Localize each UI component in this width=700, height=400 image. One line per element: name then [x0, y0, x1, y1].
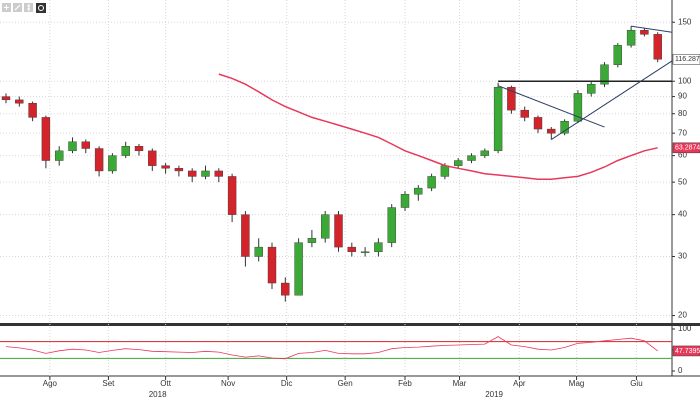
candle-body — [626, 29, 636, 46]
candle-body — [427, 176, 436, 189]
y-tick-label: 20 — [678, 311, 687, 320]
rsi-y-tick-label: 0 — [678, 366, 683, 375]
candle-body — [587, 83, 596, 94]
candle-body — [400, 194, 410, 208]
candle-body — [414, 187, 423, 195]
candle-body — [55, 150, 64, 161]
candle-body — [267, 246, 277, 284]
x-tick-label: Giu — [630, 379, 642, 388]
trendline — [551, 60, 673, 140]
y-tick-label: 50 — [678, 177, 687, 186]
settings-icon — [38, 5, 44, 11]
moving-average — [218, 73, 658, 181]
ma-label-box — [672, 142, 700, 154]
currency-icon — [27, 4, 30, 11]
candle-body — [254, 246, 263, 257]
candle-body — [321, 214, 330, 239]
candle-body — [174, 168, 184, 172]
year-label: 2018 — [149, 390, 167, 399]
candle-body — [94, 148, 104, 172]
candle-body — [507, 86, 516, 111]
x-tick-label: Nov — [221, 379, 235, 388]
candle-body — [640, 29, 649, 35]
y-tick-label: 150 — [678, 17, 692, 26]
trendline — [497, 85, 605, 128]
last-price-label-box — [672, 54, 700, 65]
y-tick-label: 40 — [678, 210, 687, 219]
candle-body — [573, 93, 583, 122]
y-tick-label: 60 — [678, 151, 687, 160]
x-tick-label: Gen — [338, 379, 353, 388]
candle-body — [201, 170, 210, 177]
candle-body — [533, 117, 543, 130]
candle-body — [108, 155, 117, 172]
settings-button[interactable] — [36, 3, 46, 13]
y-tick-label: 100 — [678, 76, 692, 85]
candle-body — [560, 120, 569, 134]
candle-body — [374, 242, 383, 252]
zoom-icon — [4, 5, 9, 10]
candle-body — [214, 170, 224, 177]
draw-icon — [14, 4, 21, 11]
rsi-y-tick-label: 100 — [678, 324, 692, 333]
panel-separator — [0, 323, 700, 326]
candle-body — [467, 155, 476, 161]
candle-body — [360, 251, 370, 253]
candle-body — [81, 141, 91, 149]
candle-body — [520, 109, 529, 118]
candle-body — [227, 176, 237, 215]
candle-body — [15, 99, 24, 104]
x-tick-label: Dic — [281, 379, 293, 388]
candle-body — [454, 160, 463, 166]
candle-body — [28, 103, 37, 118]
y-tick-label: 80 — [678, 109, 687, 118]
candle-body — [161, 165, 170, 169]
candle-body — [281, 282, 290, 296]
candle-body — [600, 64, 609, 85]
x-tick-label: Feb — [398, 379, 412, 388]
trendline — [631, 25, 673, 33]
x-tick-label: Ott — [160, 379, 171, 388]
candle-body — [148, 150, 157, 166]
rsi-line — [5, 336, 658, 360]
y-tick-label: 90 — [678, 92, 687, 101]
candle-body — [347, 246, 356, 252]
rsi-label-box — [672, 345, 700, 357]
candle-body — [294, 242, 303, 296]
candle-body — [653, 34, 662, 60]
candle-body — [440, 165, 450, 177]
candle-body — [41, 117, 51, 161]
candle-body — [68, 141, 77, 152]
rsi-label: 47.7395 — [675, 348, 700, 355]
candle-body — [307, 238, 317, 243]
y-tick-label: 30 — [678, 252, 687, 261]
candle-body — [1, 96, 11, 101]
x-tick-label: Ago — [43, 379, 58, 388]
last-price-label: 116.2872 — [675, 56, 700, 63]
y-tick-label: 70 — [678, 128, 687, 137]
x-tick-label: Apr — [513, 379, 526, 388]
x-tick-label: Mag — [569, 379, 585, 388]
x-tick-label: Set — [102, 379, 115, 388]
candle-body — [334, 214, 343, 248]
candle-body — [121, 146, 130, 156]
candle-body — [547, 128, 556, 134]
candle-body — [187, 170, 197, 177]
toolbar — [2, 3, 46, 13]
ma-label: 63.2874 — [675, 145, 700, 152]
candle-body — [134, 146, 144, 152]
candle-body — [387, 207, 396, 243]
year-label: 2019 — [485, 390, 503, 399]
candle-body — [480, 150, 489, 156]
x-tick-label: Mar — [453, 379, 467, 388]
candle-body — [493, 86, 503, 152]
candle-body — [613, 45, 622, 65]
candle-body — [241, 214, 250, 257]
